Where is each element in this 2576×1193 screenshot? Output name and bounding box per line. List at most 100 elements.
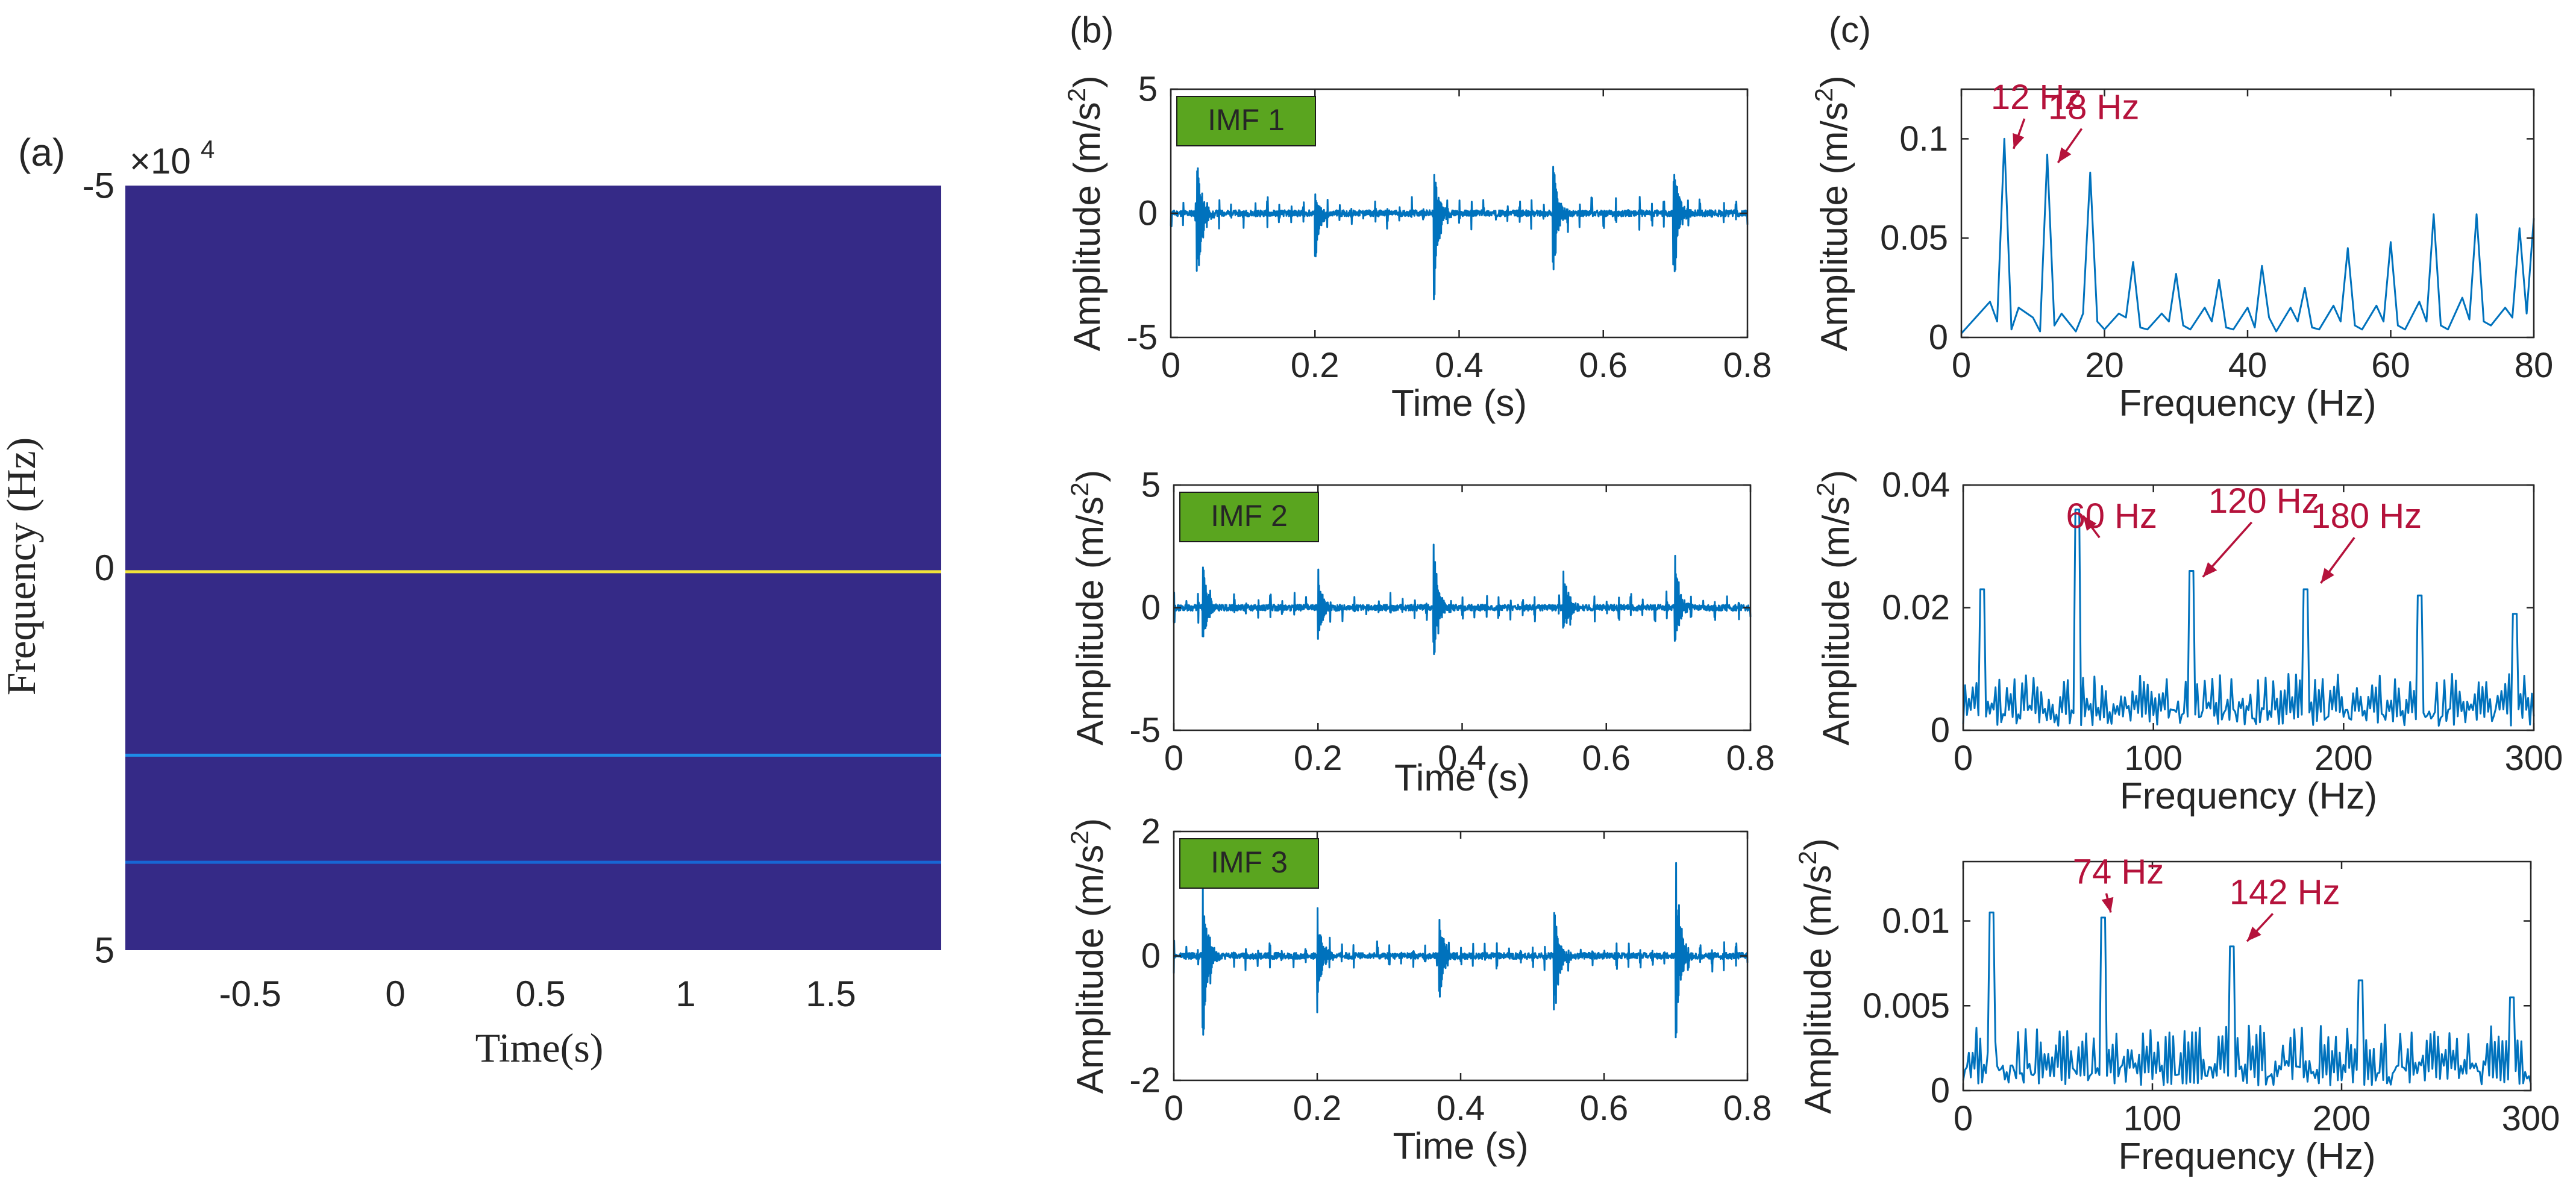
x-tick-label: 0 bbox=[1954, 1099, 1973, 1138]
y-tick-label: -5 bbox=[1126, 318, 1158, 357]
x-axis-label: Time(s) bbox=[475, 1025, 604, 1071]
y-axis-label: Amplitude (m/s2) bbox=[1062, 75, 1108, 351]
y-tick-label: 0 bbox=[1931, 711, 1950, 750]
y-axis-label-main: Amplitude (m/s bbox=[1816, 496, 1857, 745]
imf-label-box bbox=[1179, 838, 1319, 889]
y-axis-label-main: Amplitude (m/s bbox=[1067, 102, 1108, 351]
imf-label: IMF 2 bbox=[1211, 499, 1288, 533]
y-tick-label: 5 bbox=[95, 930, 114, 971]
y-axis-label-end: ) bbox=[1070, 470, 1111, 483]
y-tick-label: 5 bbox=[1138, 70, 1158, 109]
x-axis-label: Time (s) bbox=[1393, 1126, 1529, 1167]
y-axis-label: Amplitude (m/s2) bbox=[1065, 470, 1111, 745]
x-tick-label: 0.4 bbox=[1435, 346, 1484, 385]
series-line bbox=[1173, 862, 1749, 1039]
x-tick-label: 0.2 bbox=[1294, 739, 1343, 778]
x-tick-label: 0.2 bbox=[1293, 1089, 1342, 1128]
annotation-arrowhead bbox=[2247, 926, 2261, 942]
x-tick-label: 0.4 bbox=[1437, 1089, 1485, 1128]
y-tick-label: -5 bbox=[83, 166, 114, 206]
y-axis-label-main: Amplitude (m/s bbox=[1814, 102, 1855, 351]
x-tick-label: 0.8 bbox=[1723, 1089, 1772, 1128]
chart-c1: 0 20 40 60 80 0 0.05 0.1 Frequency (Hz) Amplitude… bbox=[1810, 75, 2553, 424]
annotation-arrowhead bbox=[2058, 147, 2072, 163]
annotation-arrowhead bbox=[2202, 562, 2217, 577]
y-axis-label-main: Amplitude (m/s bbox=[1070, 845, 1111, 1094]
x-tick-label: 200 bbox=[2314, 739, 2373, 778]
y-axis-label: Amplitude (m/s2) bbox=[1811, 470, 1857, 745]
x-axis-label: Frequency (Hz) bbox=[2119, 383, 2376, 424]
imf-label: IMF 3 bbox=[1211, 845, 1288, 879]
plot-frame bbox=[1962, 860, 2532, 1092]
imf-label-box bbox=[1176, 96, 1316, 146]
x-tick-label: 0.2 bbox=[1291, 346, 1340, 385]
y-axis-label-main: Amplitude (m/s bbox=[1070, 496, 1111, 745]
x-tick-label: 60 bbox=[2371, 346, 2410, 385]
y-tick-label: -2 bbox=[1129, 1061, 1161, 1100]
annotation-arrowhead bbox=[2101, 897, 2114, 913]
annotation-arrowhead bbox=[2013, 133, 2025, 149]
y-tick-label: 0 bbox=[95, 548, 114, 588]
y-axis-label-sup: 2 bbox=[1810, 88, 1838, 102]
y-axis-label-end: ) bbox=[1070, 818, 1111, 831]
imf-label-box bbox=[1179, 492, 1319, 542]
exponent-power: 4 bbox=[201, 135, 215, 163]
x-tick-label: 100 bbox=[2123, 1099, 2182, 1138]
annotation-label: 60 Hz bbox=[2066, 496, 2157, 536]
exponent-label: ×10 bbox=[130, 141, 191, 181]
x-tick-label: 0.8 bbox=[1723, 346, 1772, 385]
panel-label-c: (c) bbox=[1829, 10, 1871, 50]
y-axis-label-sup: 2 bbox=[1065, 830, 1094, 844]
series-line bbox=[1962, 911, 2532, 1086]
y-axis-label-sup: 2 bbox=[1811, 482, 1840, 496]
panel-label-b: (b) bbox=[1070, 10, 1114, 50]
annotation-label: 142 Hz bbox=[2230, 872, 2340, 912]
x-axis-label: Frequency (Hz) bbox=[2118, 1136, 2375, 1177]
y-axis-label-sup: 2 bbox=[1793, 851, 1822, 865]
y-tick-label: 0 bbox=[1141, 588, 1161, 627]
x-axis-label: Time (s) bbox=[1391, 383, 1527, 424]
x-tick-label: 300 bbox=[2505, 739, 2563, 778]
heatmap-background bbox=[125, 186, 941, 950]
y-axis-label: Amplitude (m/s2) bbox=[1810, 75, 1855, 351]
x-tick-label: 0 bbox=[1954, 739, 1973, 778]
plot-frame bbox=[1962, 484, 2535, 731]
series-line bbox=[1962, 509, 2535, 727]
chart-a: -0.5 0 0.5 1 1.5 -5 0 5 ×10 4 Time(s) Frequency (Hz… bbox=[0, 135, 941, 1071]
x-axis-label: Time (s) bbox=[1394, 757, 1530, 799]
y-tick-label: 0.05 bbox=[1880, 219, 1948, 258]
series-line bbox=[1170, 166, 1749, 301]
annotation-label: 120 Hz bbox=[2208, 481, 2319, 521]
y-axis-label-sup: 2 bbox=[1065, 482, 1094, 496]
y-tick-label: 0.1 bbox=[1899, 119, 1948, 158]
x-tick-label: 0 bbox=[1164, 739, 1183, 778]
y-axis-label-end: ) bbox=[1816, 470, 1857, 483]
y-tick-label: 0 bbox=[1929, 318, 1948, 357]
x-tick-label: -0.5 bbox=[219, 974, 281, 1014]
chart-c2: 0 100 200 300 0 0.02 0.04 Frequency (Hz) Amplitu… bbox=[1811, 466, 2563, 818]
annotation-label: 74 Hz bbox=[2073, 853, 2164, 892]
y-axis-label: Amplitude (m/s2) bbox=[1065, 818, 1111, 1094]
plot-frame bbox=[1960, 88, 2535, 339]
y-tick-label: 0.02 bbox=[1882, 588, 1950, 627]
x-tick-label: 80 bbox=[2515, 346, 2554, 385]
annotation-label: 12 Hz bbox=[1991, 78, 2082, 117]
x-tick-label: 0.8 bbox=[1726, 739, 1775, 778]
y-tick-label: 0 bbox=[1141, 936, 1161, 975]
y-tick-label: 0.04 bbox=[1882, 466, 1950, 505]
x-tick-label: 20 bbox=[2085, 346, 2124, 385]
y-axis-label-end: ) bbox=[1067, 75, 1108, 88]
x-tick-label: 0 bbox=[1952, 346, 1971, 385]
y-axis-label-end: ) bbox=[1814, 75, 1855, 88]
panel-label-a: (a) bbox=[18, 131, 65, 174]
x-tick-label: 0.4 bbox=[1438, 739, 1487, 778]
x-tick-label: 0.6 bbox=[1579, 346, 1628, 385]
x-tick-label: 1 bbox=[675, 974, 695, 1014]
x-tick-label: 1.5 bbox=[806, 974, 856, 1014]
series-line bbox=[1960, 137, 2535, 334]
y-axis-label-sup: 2 bbox=[1062, 88, 1091, 102]
y-tick-label: 5 bbox=[1141, 466, 1161, 505]
